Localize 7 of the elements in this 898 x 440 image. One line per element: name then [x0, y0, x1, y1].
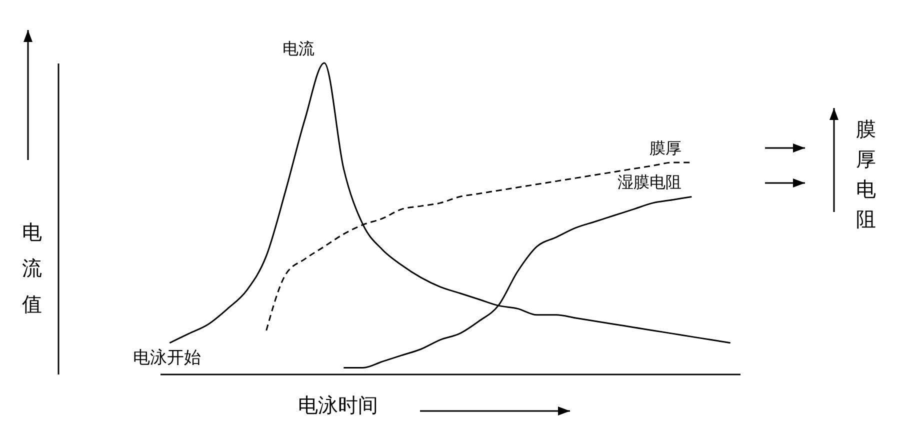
annotation: 电泳开始 — [133, 347, 201, 369]
x-axis-title: 电泳时间 — [298, 392, 378, 419]
series-label: 湿膜电阻 — [618, 172, 682, 192]
series-label: 电流 — [282, 39, 314, 58]
text: 电流值 — [22, 219, 43, 318]
series-label: 膜厚 — [650, 138, 682, 158]
text: 膜厚电阻 — [856, 116, 877, 233]
